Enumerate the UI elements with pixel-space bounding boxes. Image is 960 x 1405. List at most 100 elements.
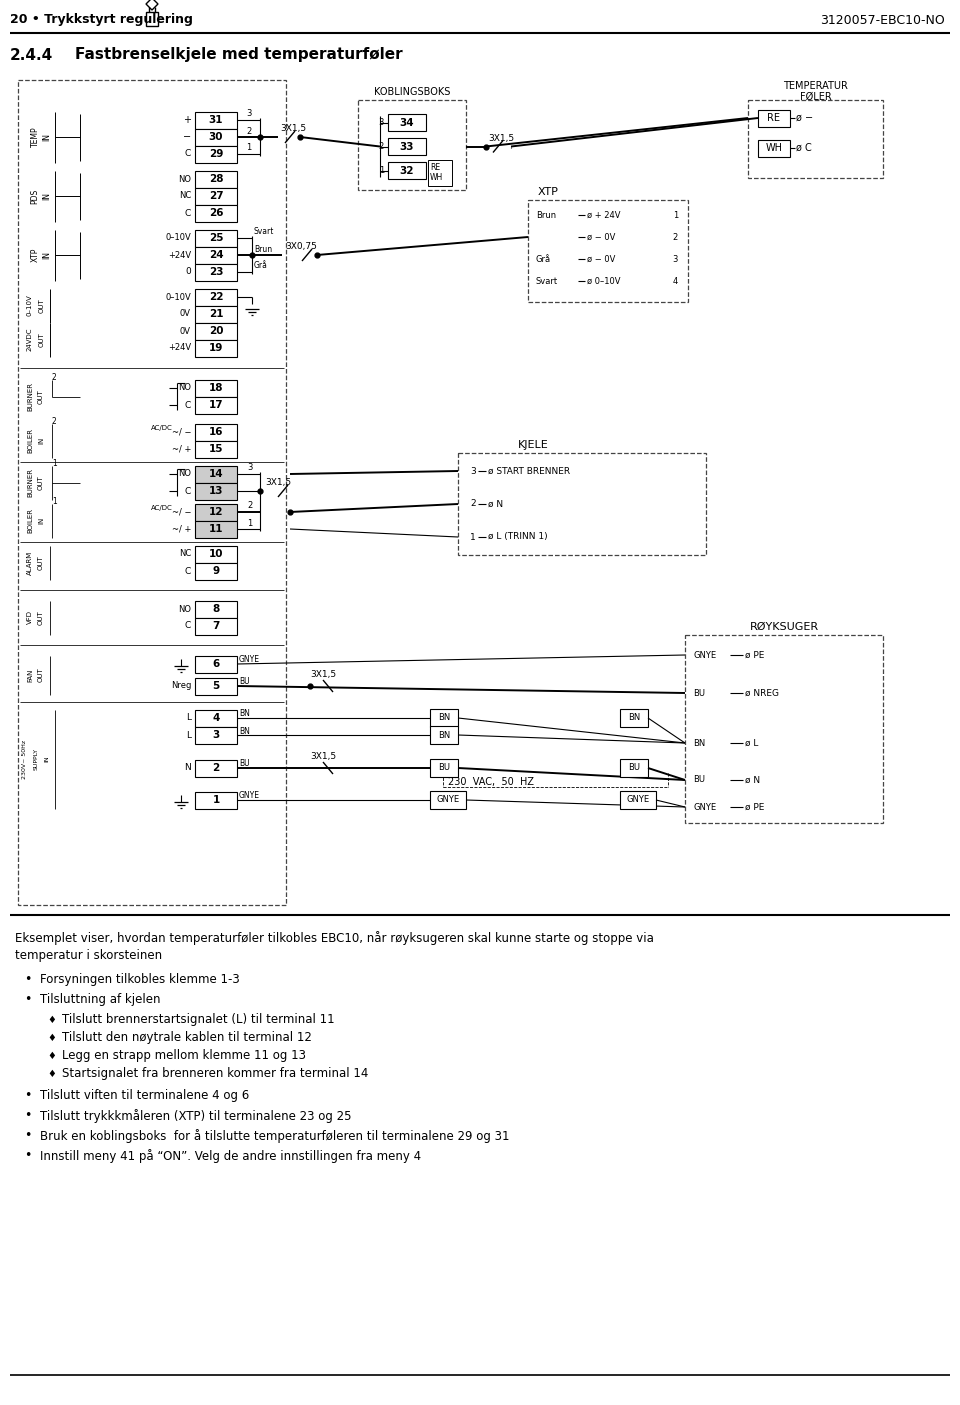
Text: 28: 28 (208, 174, 224, 184)
Text: temperatur i skorsteinen: temperatur i skorsteinen (15, 950, 162, 962)
Text: KJELE: KJELE (518, 440, 549, 450)
Bar (758, 140, 790, 157)
Text: OUT: OUT (39, 298, 45, 313)
Text: C: C (184, 149, 191, 159)
Bar (195, 187, 237, 205)
Text: 33: 33 (399, 142, 415, 152)
Text: 4: 4 (673, 277, 678, 285)
Text: GNYE: GNYE (239, 791, 260, 801)
Text: ø −: ø − (796, 112, 813, 124)
Text: 3: 3 (673, 254, 678, 264)
Text: Grå: Grå (254, 261, 268, 271)
Text: AC/DC: AC/DC (152, 504, 173, 511)
Text: 31: 31 (208, 115, 224, 125)
Bar (458, 452, 706, 555)
Text: 0: 0 (185, 267, 191, 277)
Text: 1: 1 (52, 459, 57, 468)
Text: ♦: ♦ (48, 1069, 57, 1079)
Text: Startsignalet fra brenneren kommer fra terminal 14: Startsignalet fra brenneren kommer fra t… (62, 1068, 369, 1080)
Text: N: N (184, 763, 191, 773)
Text: BURNER: BURNER (27, 468, 33, 497)
Text: IN: IN (38, 437, 44, 444)
Text: NC: NC (179, 549, 191, 559)
Bar (195, 520, 237, 538)
Text: 15: 15 (208, 444, 224, 454)
Bar (195, 656, 237, 673)
Bar (195, 545, 237, 562)
Bar (195, 229, 237, 246)
Text: −: − (182, 132, 191, 142)
Text: 21: 21 (208, 309, 224, 319)
Bar (195, 305, 237, 323)
Text: 25: 25 (208, 233, 224, 243)
Text: ~/ −: ~/ − (172, 427, 191, 437)
Text: WH: WH (430, 173, 444, 183)
Text: 24: 24 (208, 250, 224, 260)
Text: 9: 9 (212, 566, 220, 576)
Text: ALARM: ALARM (27, 551, 33, 575)
Bar (430, 791, 466, 809)
Text: IN: IN (38, 517, 44, 524)
Text: Brun: Brun (254, 244, 272, 253)
Text: NO: NO (178, 469, 191, 479)
Text: 19: 19 (209, 343, 223, 353)
Text: OUT: OUT (38, 389, 44, 403)
Text: 20 • Trykkstyrt regulering: 20 • Trykkstyrt regulering (10, 14, 193, 27)
Text: TEMPERATUR: TEMPERATUR (783, 81, 848, 91)
Text: Nreg: Nreg (171, 681, 191, 690)
Text: VFD: VFD (27, 611, 33, 624)
Text: 10: 10 (208, 549, 224, 559)
Bar (146, 13, 158, 27)
Text: 30: 30 (208, 132, 224, 142)
Text: 2: 2 (470, 500, 475, 509)
Bar (195, 562, 237, 579)
Text: GNYE: GNYE (239, 656, 260, 665)
Text: •: • (24, 1110, 32, 1123)
Text: ♦: ♦ (48, 1014, 57, 1026)
Text: 230V~ 50Hz: 230V~ 50Hz (22, 739, 28, 778)
Text: Grå: Grå (536, 254, 551, 264)
Text: OUT: OUT (38, 610, 44, 625)
Text: BN: BN (438, 714, 450, 722)
Text: 12: 12 (208, 507, 224, 517)
Text: 24VDC: 24VDC (27, 327, 33, 351)
Text: 2: 2 (212, 763, 220, 773)
Text: ø C: ø C (796, 143, 812, 153)
Text: GNYE: GNYE (693, 802, 716, 812)
Bar (195, 323, 237, 340)
Text: NC: NC (179, 191, 191, 201)
Bar (388, 138, 426, 155)
Text: 3X1,5: 3X1,5 (310, 670, 336, 679)
Text: 2: 2 (52, 417, 57, 427)
Bar (358, 100, 466, 190)
Bar (195, 423, 237, 441)
Text: ø + 24V: ø + 24V (587, 211, 620, 219)
Text: 29: 29 (209, 149, 223, 159)
Text: 5: 5 (212, 681, 220, 691)
Bar (528, 200, 688, 302)
Text: 2: 2 (247, 502, 252, 510)
Text: 2: 2 (673, 232, 678, 242)
Text: BN: BN (693, 739, 706, 747)
Text: 2: 2 (246, 126, 252, 135)
Text: XTP: XTP (538, 187, 559, 197)
Text: 3120057-EBC10-NO: 3120057-EBC10-NO (820, 14, 945, 27)
Text: 3: 3 (378, 118, 384, 126)
Bar (195, 170, 237, 187)
Text: 4: 4 (212, 712, 220, 724)
Bar (18, 80, 286, 905)
Text: GNYE: GNYE (627, 795, 650, 805)
Text: Innstill meny 41 på “ON”. Velg de andre innstillingen fra meny 4: Innstill meny 41 på “ON”. Velg de andre … (40, 1149, 421, 1163)
Text: NO: NO (178, 384, 191, 392)
Text: 26: 26 (208, 208, 224, 218)
Text: 34: 34 (399, 118, 415, 128)
Bar (685, 635, 883, 823)
Text: 1: 1 (52, 497, 57, 506)
Text: +24V: +24V (168, 343, 191, 353)
Text: ø START BRENNER: ø START BRENNER (488, 466, 570, 475)
Bar (195, 246, 237, 264)
Bar (195, 288, 237, 305)
Bar (195, 396, 237, 413)
Text: SUPPLY: SUPPLY (34, 747, 38, 770)
Text: L: L (186, 714, 191, 722)
